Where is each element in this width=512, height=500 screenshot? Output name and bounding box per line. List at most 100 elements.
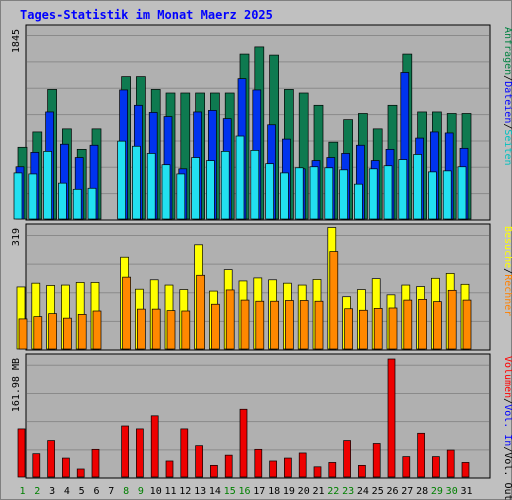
x-tick-label: 17 (253, 486, 265, 497)
bar-rechner (344, 308, 353, 350)
bar-seiten (442, 170, 452, 220)
x-tick-label: 27 (401, 486, 413, 497)
bar-seiten (457, 166, 467, 220)
legend-upper: Anfragen/Dateien/Seiten (502, 27, 512, 166)
bar-rechner (314, 300, 324, 350)
bar-rechner (403, 299, 413, 350)
bar-volumen (446, 449, 455, 478)
bar-rechner (122, 276, 131, 350)
x-tick-label: 3 (49, 486, 55, 497)
x-tick-label: 2 (34, 486, 40, 497)
bar-seiten (250, 150, 260, 220)
bar-seiten (354, 183, 363, 220)
legend-entry: Vol. In (502, 404, 512, 446)
legend-entry: Rechner (502, 274, 512, 316)
x-tick-label: 6 (93, 486, 99, 497)
bar-rechner (211, 303, 220, 350)
x-tick-label: 11 (164, 486, 176, 497)
legend-entry: Seiten (502, 129, 512, 165)
x-tick-label: 14 (209, 486, 221, 497)
legend-entry: / (502, 446, 512, 452)
bar-rechner (18, 318, 28, 350)
bar-volumen (328, 462, 337, 478)
bar-seiten (87, 187, 97, 220)
legend-lower: Volumen/Vol. In/Vol. Out (502, 356, 512, 500)
bar-volumen (195, 445, 203, 478)
bar-rechner (33, 316, 43, 350)
y-max-label-upper: 1845 (11, 29, 22, 53)
bar-rechner (240, 299, 250, 350)
bar-rechner (270, 300, 279, 350)
bar-volumen (358, 464, 366, 478)
bar-seiten (294, 167, 304, 220)
x-tick-label: 15 (224, 486, 236, 497)
bar-rechner (48, 313, 57, 350)
bar-rechner (137, 308, 146, 350)
bar-rechner (373, 308, 383, 350)
bar-volumen (180, 428, 189, 478)
bar-volumen (224, 454, 233, 478)
bar-rechner (462, 299, 472, 350)
legend-middle: Besuche/Rechner (502, 226, 512, 316)
bar-seiten (206, 160, 215, 220)
bar-volumen (121, 425, 129, 478)
x-tick-label: 23 (342, 486, 354, 497)
bar-volumen (165, 460, 174, 478)
bar-seiten (146, 153, 156, 220)
x-tick-label: 9 (138, 486, 144, 497)
bar-volumen (239, 408, 248, 478)
x-tick-label: 4 (64, 486, 70, 497)
bar-volumen (91, 448, 100, 478)
bar-seiten (72, 188, 82, 220)
x-tick-label: 1 (19, 486, 25, 497)
x-tick-label: 13 (194, 486, 206, 497)
bar-volumen (461, 462, 470, 478)
bar-seiten (161, 164, 171, 220)
bar-seiten (339, 169, 348, 220)
x-tick-label: 7 (108, 486, 114, 497)
x-tick-label: 26 (386, 486, 398, 497)
x-tick-label: 5 (79, 486, 85, 497)
x-tick-label: 21 (312, 486, 324, 497)
bar-seiten (413, 154, 422, 220)
bar-rechner (77, 314, 87, 350)
legend-entry: Dateien (502, 81, 512, 123)
bar-volumen (432, 456, 440, 478)
bar-volumen (150, 415, 159, 478)
bar-rechner (299, 300, 309, 350)
bar-volumen (32, 453, 41, 478)
bar-volumen (254, 448, 263, 478)
x-tick-label: 30 (446, 486, 458, 497)
legend-entry: Besuche (502, 226, 512, 268)
x-tick-label: 16 (238, 486, 250, 497)
bar-rechner (447, 289, 457, 350)
bar-volumen (298, 452, 307, 478)
x-tick-label: 29 (431, 486, 443, 497)
bar-rechner (63, 317, 72, 350)
bar-seiten (13, 172, 23, 220)
bar-seiten (132, 145, 141, 220)
bar-volumen (136, 428, 144, 478)
x-tick-label: 20 (298, 486, 310, 497)
y-max-label-middle: 319 (11, 228, 22, 246)
bar-rechner (418, 298, 427, 350)
bar-seiten (191, 157, 200, 220)
x-tick-label: 12 (179, 486, 191, 497)
bar-seiten (117, 140, 126, 220)
legend-entry: Vol. Out (502, 452, 512, 500)
bar-rechner (181, 310, 191, 350)
legend-entry: Volumen (502, 356, 512, 398)
x-tick-label: 25 (372, 486, 384, 497)
bar-seiten (383, 165, 393, 220)
legend-entry: / (502, 123, 512, 129)
bar-rechner (151, 308, 161, 350)
bar-volumen (17, 428, 26, 478)
bar-rechner (388, 307, 398, 350)
legend-entry: Anfragen (502, 27, 512, 75)
x-tick-label: 24 (357, 486, 369, 497)
bar-volumen (47, 440, 55, 478)
bar-rechner (166, 310, 176, 350)
x-tick-label: 10 (150, 486, 162, 497)
legend-entry: / (502, 398, 512, 404)
